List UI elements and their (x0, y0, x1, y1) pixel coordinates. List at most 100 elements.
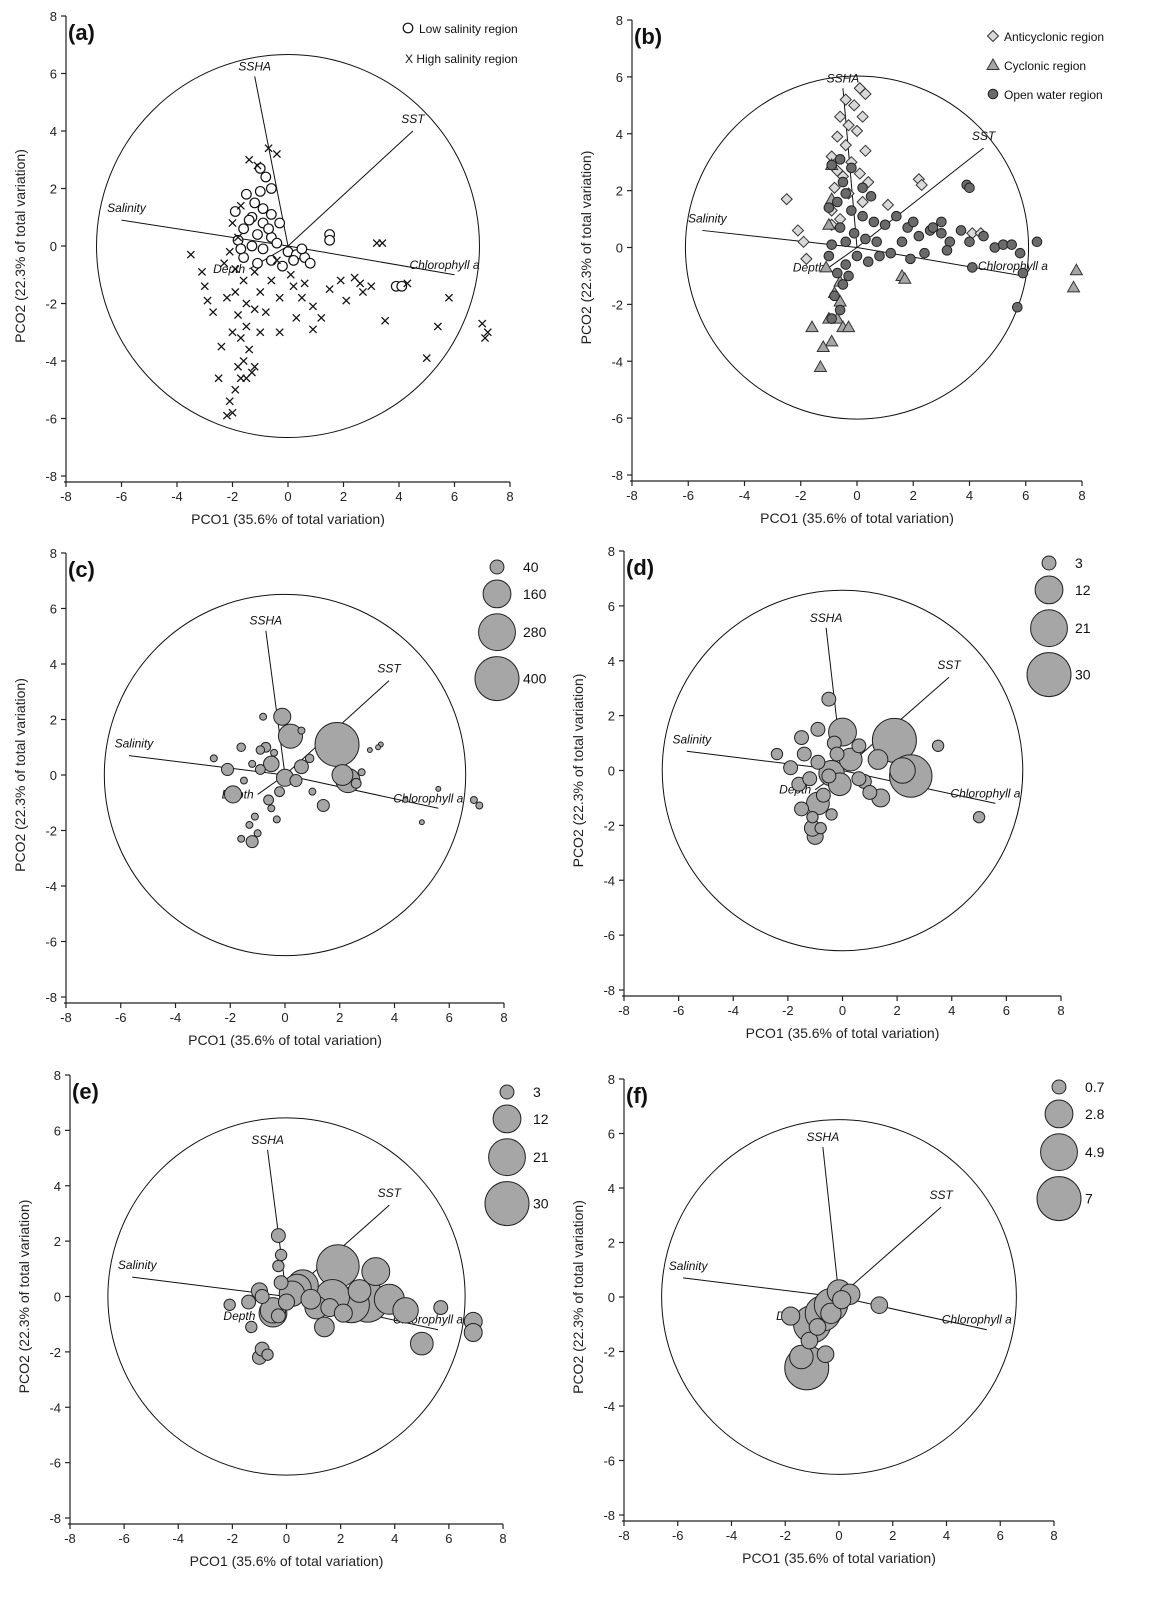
y-tick-label: 4 (608, 1181, 615, 1196)
legend-bubble (475, 657, 519, 701)
x-tick-label: 8 (499, 1531, 506, 1546)
y-tick-label: -6 (49, 1456, 61, 1471)
data-point (897, 237, 907, 247)
data-point (988, 31, 999, 42)
data-points (781, 83, 1082, 372)
data-point (814, 361, 826, 372)
y-tick-label: 6 (616, 70, 623, 85)
vector-label: SSHA (249, 614, 282, 628)
data-point (209, 309, 216, 316)
y-tick-label: 6 (608, 599, 615, 614)
legend-bubble (489, 1139, 526, 1176)
vector-label: SSHA (827, 71, 860, 85)
y-tick-label: 4 (608, 654, 615, 669)
y-tick-label: -4 (49, 1400, 61, 1415)
x-tick-label: 4 (391, 1531, 398, 1546)
legend-bubble-label: 21 (1075, 620, 1091, 636)
bubble (256, 746, 265, 755)
y-tick-label: -4 (603, 1399, 615, 1414)
legend-bubble-label: 4.9 (1085, 1144, 1105, 1160)
bubble (305, 754, 314, 763)
data-point (253, 258, 263, 268)
data-point (1032, 237, 1042, 247)
x-tick-label: -2 (227, 1531, 239, 1546)
bubble (470, 796, 477, 803)
size-legend: 0.72.84.97 (1037, 1079, 1105, 1221)
legend-bubble-label: 280 (523, 624, 547, 640)
bubble (262, 1349, 273, 1360)
legend-label: X High salinity region (405, 52, 518, 66)
x-tick-label: 0 (839, 1003, 846, 1018)
legend-bubble (490, 560, 504, 574)
x-tick-label: -6 (673, 1003, 685, 1018)
data-point (267, 256, 277, 266)
legend-label: Low salinity region (419, 22, 518, 36)
x-axis-label: PCO1 (35.6% of total variation) (188, 1032, 382, 1048)
data-point (434, 323, 441, 330)
x-tick-label: 6 (445, 1531, 452, 1546)
panel-b: -8 -6 -4 -2 0 2 4 6 8-8-6-4-202468PCO1 (35.6% of… (578, 13, 1104, 526)
bubble (238, 835, 245, 842)
x-tick-label: 8 (500, 1010, 507, 1025)
bubble (782, 1307, 800, 1325)
bubble (784, 761, 798, 775)
legend-bubble-label: 2.8 (1085, 1106, 1105, 1122)
bubble (255, 1290, 269, 1304)
legend-label: Cyclonic region (1004, 59, 1086, 73)
panel-c: -8 -6 -4 -2 0 2 4 6 8-8-6-4-202468PCO1 (35.6% of… (12, 546, 547, 1048)
data-point (237, 334, 244, 341)
data-point (309, 303, 316, 310)
bubble (434, 1301, 448, 1315)
vector-label: SSHA (807, 1130, 840, 1144)
data-point (240, 277, 247, 284)
bubble (771, 748, 782, 759)
y-tick-label: 6 (50, 67, 57, 82)
data-point (325, 235, 335, 245)
data-point (1018, 268, 1028, 278)
legend-bubble (1045, 1100, 1073, 1128)
bubble (274, 708, 291, 725)
data-point (937, 228, 947, 238)
legend-bubble-label: 400 (523, 671, 547, 687)
bubble (237, 743, 246, 752)
data-point (276, 329, 283, 336)
data-point (326, 286, 333, 293)
data-point (276, 294, 283, 301)
bubble (309, 788, 316, 795)
y-axis-label: PCO2 (22.3% of total variation) (570, 674, 586, 868)
data-points (224, 1229, 482, 1365)
data-points (210, 708, 482, 847)
data-points (771, 692, 984, 844)
data-point (289, 256, 299, 266)
y-tick-label: -6 (603, 928, 615, 943)
y-tick-label: 6 (50, 602, 57, 617)
x-tick-label: -8 (64, 1531, 76, 1546)
vector-label: Chlorophyll a (978, 259, 1048, 273)
y-axis-label: PCO2 (22.3% of total variation) (16, 1200, 32, 1394)
y-tick-label: 0 (616, 241, 623, 256)
y-tick-label: -8 (45, 469, 57, 484)
y-tick-label: -6 (45, 935, 57, 950)
bubble (294, 760, 308, 774)
x-tick-label: -8 (60, 1010, 72, 1025)
vector-label: SSHA (251, 1133, 284, 1147)
bubble (367, 748, 372, 753)
bubble (246, 821, 253, 828)
y-tick-label: -4 (611, 354, 623, 369)
x-tick-label: 2 (910, 488, 917, 503)
vector-label: Salinity (688, 211, 728, 225)
legend-bubble-label: 3 (533, 1084, 541, 1100)
data-point (229, 219, 236, 226)
panel-label: (c) (68, 557, 95, 582)
data-point (892, 211, 902, 221)
y-tick-label: 6 (608, 1127, 615, 1142)
data-point (251, 306, 258, 313)
y-tick-label: 4 (616, 127, 623, 142)
data-point (914, 231, 924, 241)
y-axis-label: PCO2 (22.3% of total variation) (12, 149, 28, 343)
x-tick-label: 4 (966, 488, 973, 503)
x-tick-label: -6 (682, 488, 694, 503)
bubble (224, 1299, 235, 1310)
bubble (811, 755, 825, 769)
